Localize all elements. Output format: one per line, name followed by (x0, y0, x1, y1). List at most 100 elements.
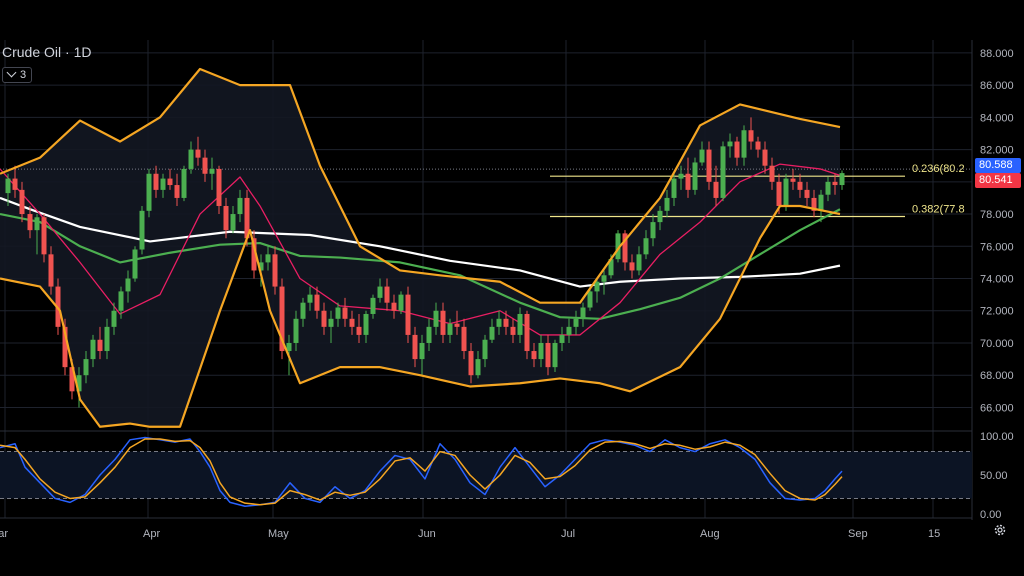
candle-body (125, 278, 131, 292)
candle-body (328, 318, 334, 327)
x-tick-label: May (268, 528, 289, 540)
candle-body (216, 168, 222, 206)
candle-body (174, 185, 180, 198)
candle-body (699, 149, 705, 163)
candle-body (734, 141, 740, 158)
candle-body (776, 181, 782, 206)
x-tick-label: Aug (700, 528, 720, 540)
stoch-tick-label: 100.00 (980, 431, 1014, 443)
candle-body (34, 217, 40, 231)
candle-body (559, 334, 565, 343)
candle-body (195, 149, 201, 158)
y-tick-label: 66.000 (980, 402, 1014, 414)
stoch-band-fill (0, 451, 972, 499)
candle-body (27, 214, 33, 231)
candle-body (657, 210, 663, 223)
candle-body (230, 214, 236, 231)
candle-body (237, 197, 243, 215)
candle-body (111, 310, 117, 327)
gear-icon[interactable] (993, 523, 1007, 537)
chevron-down-icon (6, 67, 17, 78)
candle-body (377, 286, 383, 298)
stoch-k-line (0, 436, 843, 508)
candle-body (412, 334, 418, 360)
x-tick-label: 15 (928, 528, 940, 540)
candle-body (720, 146, 726, 198)
candle-body (454, 323, 460, 327)
candle-body (671, 178, 677, 198)
candle-body (62, 326, 68, 368)
candle-body (321, 310, 327, 327)
candle-body (510, 326, 516, 335)
candle-body (552, 342, 558, 368)
candle-body (76, 375, 82, 392)
x-tick-label: Sep (848, 528, 868, 540)
indicator-count: 3 (20, 69, 27, 81)
x-tick-label: Jun (418, 528, 436, 540)
y-tick-label: 84.000 (980, 112, 1014, 124)
candle-body (398, 294, 404, 311)
candle-body (48, 254, 54, 287)
candle-body (468, 351, 474, 376)
sma-fast-line (0, 163, 841, 336)
candle-body (440, 310, 446, 335)
sma-mid-line (0, 208, 841, 320)
candle-body (384, 286, 390, 303)
candle-body (279, 286, 285, 352)
candle-body (503, 318, 509, 327)
candle-body (685, 173, 691, 190)
candle-body (293, 318, 299, 343)
x-tick-label: Jul (561, 528, 575, 540)
candle-body (258, 262, 264, 271)
candle-body (818, 194, 824, 211)
candle-body (132, 249, 138, 279)
candle-body (314, 294, 320, 311)
candle-body (349, 318, 355, 327)
candle-body (622, 233, 628, 263)
candle-body (755, 141, 761, 150)
indicator-toggle-button[interactable]: 3 (2, 67, 33, 83)
candle-body (832, 181, 838, 186)
candle-body (209, 168, 215, 174)
candle-body (629, 262, 635, 271)
candle-body (41, 217, 47, 255)
candle-body (405, 294, 411, 335)
fib-level-label: 0.236(80.2 (912, 163, 965, 175)
candle-body (419, 342, 425, 360)
bollinger-upper-line (0, 67, 841, 304)
candle-body (517, 313, 523, 335)
candle-body (489, 326, 495, 340)
candle-body (19, 189, 25, 215)
candle-body (265, 254, 271, 263)
candle-body (5, 178, 11, 194)
candle-body (783, 178, 789, 206)
candle-body (727, 141, 733, 147)
candle-body (706, 149, 712, 182)
y-tick-label: 74.000 (980, 274, 1014, 286)
bollinger-lower-line (0, 204, 841, 428)
candle-body (118, 291, 124, 311)
candle-body (153, 173, 159, 190)
candle-body (650, 222, 656, 239)
candle-body (146, 173, 152, 211)
candle-body (447, 323, 453, 335)
candle-body (692, 162, 698, 190)
candle-body (566, 326, 572, 335)
stoch-d-line (0, 438, 843, 506)
candle-body (12, 178, 18, 190)
candle-body (573, 318, 579, 327)
candle-body (188, 149, 194, 169)
candle-body (139, 210, 145, 250)
candle-body (167, 178, 173, 186)
close-price-label: 80.541 (975, 173, 1021, 189)
candle-body (90, 339, 96, 360)
candle-body (587, 291, 593, 308)
candle-body (839, 173, 845, 186)
candle-body (594, 281, 600, 292)
candle-body (251, 238, 257, 271)
candle-body (496, 318, 502, 327)
candle-body (272, 254, 278, 287)
y-tick-label: 68.000 (980, 370, 1014, 382)
candle-body (804, 189, 810, 198)
